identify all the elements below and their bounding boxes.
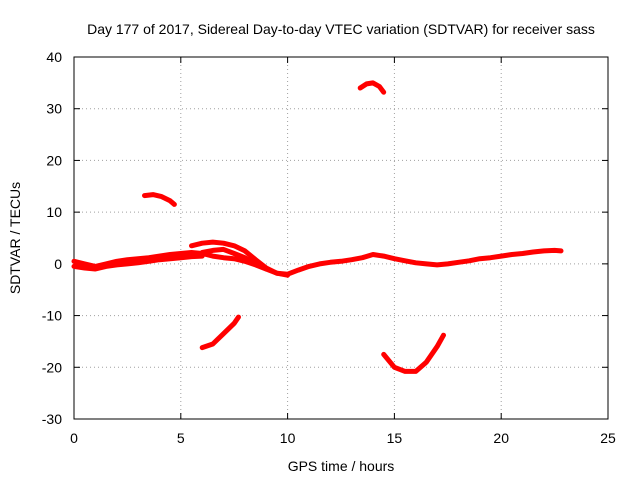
series-band-a [71, 247, 564, 277]
axis-ticks: 0 5 10 15 20 25 -30 -20 -10 0 10 20 30 40 [42, 49, 616, 446]
y-tick-label: 30 [46, 101, 62, 117]
series-band-b [71, 253, 205, 272]
x-axis-label: GPS time / hours [288, 458, 395, 474]
y-tick-label: 10 [46, 204, 62, 220]
y-axis-label: SDTVAR / TECUs [7, 182, 23, 294]
y-tick-label: -20 [42, 359, 62, 375]
y-tick-label: 20 [46, 152, 62, 168]
x-tick-label: 10 [280, 430, 296, 446]
x-tick-label: 25 [600, 430, 616, 446]
plot-frame [73, 56, 609, 420]
y-tick-label: -10 [42, 308, 62, 324]
grid [74, 57, 608, 419]
x-tick-label: 0 [70, 430, 78, 446]
x-tick-label: 15 [387, 430, 403, 446]
y-tick-label: 0 [54, 256, 62, 272]
data-series [71, 80, 564, 374]
chart-title: Day 177 of 2017, Sidereal Day-to-day VTE… [87, 21, 595, 37]
x-tick-label: 20 [493, 430, 509, 446]
y-tick-label: 40 [46, 49, 62, 65]
series-arc-14to17 [381, 332, 446, 374]
series-arc-13to14 [357, 80, 387, 95]
series-arc-6to8 [199, 314, 241, 351]
x-tick-label: 5 [177, 430, 185, 446]
series-arc-5to9 [189, 239, 291, 278]
series-arc-3to5 [142, 192, 177, 207]
series-arc-6to9 [199, 246, 269, 272]
y-tick-label: -30 [42, 411, 62, 427]
